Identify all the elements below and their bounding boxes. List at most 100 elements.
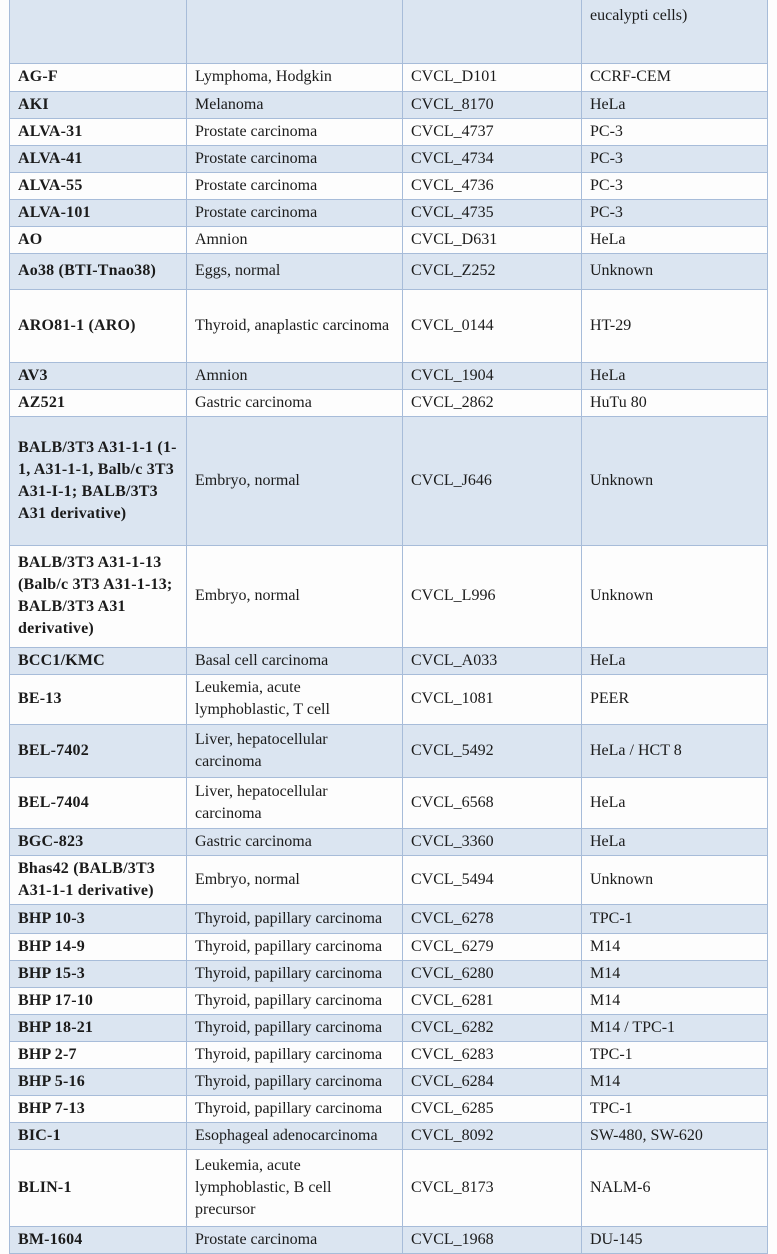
tissue-disease: Prostate carcinoma bbox=[186, 117, 403, 146]
tissue-disease: Thyroid, papillary carcinoma bbox=[186, 1094, 403, 1123]
table-row: BALB/3T3 A31-1-1 (1-1, A31-1-1, Balb/c 3… bbox=[9, 415, 768, 546]
table-row: BHP 17-10 Thyroid, papillary carcinoma C… bbox=[9, 986, 768, 1015]
cell-line-name: BM-1604 bbox=[9, 1225, 187, 1254]
cell-line-name: AKI bbox=[9, 90, 187, 119]
tissue-disease: Thyroid, papillary carcinoma bbox=[186, 932, 403, 961]
cell-line-name: BHP 10-3 bbox=[9, 903, 187, 934]
table-row: BLIN-1 Leukemia, acute lymphoblastic, B … bbox=[9, 1148, 768, 1227]
table-row: Bhas42 (BALB/3T3 A31-1-1 derivative) Emb… bbox=[9, 854, 768, 905]
accession-id: CVCL_6279 bbox=[402, 932, 582, 961]
accession-id: CVCL_L996 bbox=[402, 544, 582, 648]
cell-line-name: ARO81-1 (ARO) bbox=[9, 288, 187, 363]
table-row: ALVA-101 Prostate carcinoma CVCL_4735 PC… bbox=[9, 198, 768, 227]
table-row: ALVA-41 Prostate carcinoma CVCL_4734 PC-… bbox=[9, 144, 768, 173]
cell-line-name: BGC-823 bbox=[9, 827, 187, 856]
cell-line-name: BHP 15-3 bbox=[9, 959, 187, 988]
cell-line-name: AV3 bbox=[9, 361, 187, 390]
tissue-disease: Embryo, normal bbox=[186, 854, 403, 905]
cell-line-name: BIC-1 bbox=[9, 1121, 187, 1150]
cell-line-name: AO bbox=[9, 225, 187, 254]
accession-id: CVCL_4736 bbox=[402, 171, 582, 200]
tissue-disease: Gastric carcinoma bbox=[186, 827, 403, 856]
accession-id: CVCL_5494 bbox=[402, 854, 582, 905]
contaminant-cell-line: PC-3 bbox=[581, 198, 768, 227]
accession-id: CVCL_D101 bbox=[402, 62, 582, 92]
accession-id: CVCL_1968 bbox=[402, 1225, 582, 1254]
table-row: ALVA-31 Prostate carcinoma CVCL_4737 PC-… bbox=[9, 117, 768, 146]
accession-id: CVCL_2862 bbox=[402, 388, 582, 417]
tissue-disease: Prostate carcinoma bbox=[186, 198, 403, 227]
tissue-disease: Thyroid, papillary carcinoma bbox=[186, 959, 403, 988]
contaminant-cell-line: Unknown bbox=[581, 544, 768, 648]
table-row: BIC-1 Esophageal adenocarcinoma CVCL_809… bbox=[9, 1121, 768, 1150]
accession-id: CVCL_J646 bbox=[402, 415, 582, 546]
table-row: BHP 5-16 Thyroid, papillary carcinoma CV… bbox=[9, 1067, 768, 1096]
accession-id: CVCL_0144 bbox=[402, 288, 582, 363]
contaminant-cell-line: PC-3 bbox=[581, 117, 768, 146]
tissue-disease bbox=[186, 0, 403, 64]
table-row: BHP 2-7 Thyroid, papillary carcinoma CVC… bbox=[9, 1040, 768, 1069]
cell-line-name: AG-F bbox=[9, 62, 187, 92]
cell-line-name: ALVA-41 bbox=[9, 144, 187, 173]
contaminant-cell-line: M14 bbox=[581, 932, 768, 961]
table-row: ALVA-55 Prostate carcinoma CVCL_4736 PC-… bbox=[9, 171, 768, 200]
contaminant-cell-line: HeLa bbox=[581, 225, 768, 254]
accession-id: CVCL_6281 bbox=[402, 986, 582, 1015]
accession-id: CVCL_A033 bbox=[402, 646, 582, 675]
table-row: BEL-7402 Liver, hepatocellular carcinoma… bbox=[9, 723, 768, 778]
table-row: BM-1604 Prostate carcinoma CVCL_1968 DU-… bbox=[9, 1225, 768, 1254]
contaminant-cell-line: PEER bbox=[581, 673, 768, 725]
table-row: BALB/3T3 A31-1-13 (Balb/c 3T3 A31-1-13; … bbox=[9, 544, 768, 648]
table-row: AKI Melanoma CVCL_8170 HeLa bbox=[9, 90, 768, 119]
cell-line-name: ALVA-101 bbox=[9, 198, 187, 227]
accession-id: CVCL_6284 bbox=[402, 1067, 582, 1096]
contaminant-cell-line: PC-3 bbox=[581, 144, 768, 173]
table-row: AZ521 Gastric carcinoma CVCL_2862 HuTu 8… bbox=[9, 388, 768, 417]
table-row: Ao38 (BTI-Tnao38) Eggs, normal CVCL_Z252… bbox=[9, 252, 768, 290]
accession-id bbox=[402, 0, 582, 64]
accession-id: CVCL_6283 bbox=[402, 1040, 582, 1069]
tissue-disease: Eggs, normal bbox=[186, 252, 403, 290]
table-row: AV3 Amnion CVCL_1904 HeLa bbox=[9, 361, 768, 390]
contaminant-cell-line: SW-480, SW-620 bbox=[581, 1121, 768, 1150]
tissue-disease: Liver, hepatocellular carcinoma bbox=[186, 776, 403, 829]
cell-line-name: ALVA-55 bbox=[9, 171, 187, 200]
contaminant-cell-line: HeLa / HCT 8 bbox=[581, 723, 768, 778]
tissue-disease: Lymphoma, Hodgkin bbox=[186, 62, 403, 92]
accession-id: CVCL_6282 bbox=[402, 1013, 582, 1042]
accession-id: CVCL_1904 bbox=[402, 361, 582, 390]
table-row: AO Amnion CVCL_D631 HeLa bbox=[9, 225, 768, 254]
cell-line-name: ALVA-31 bbox=[9, 117, 187, 146]
contaminant-cell-line: HeLa bbox=[581, 646, 768, 675]
contaminant-cell-line: PC-3 bbox=[581, 171, 768, 200]
contaminant-cell-line: M14 / TPC-1 bbox=[581, 1013, 768, 1042]
contaminant-cell-line: Unknown bbox=[581, 252, 768, 290]
accession-id: CVCL_4737 bbox=[402, 117, 582, 146]
tissue-disease: Leukemia, acute lymphoblastic, B cell pr… bbox=[186, 1148, 403, 1227]
accession-id: CVCL_3360 bbox=[402, 827, 582, 856]
tissue-disease: Amnion bbox=[186, 225, 403, 254]
cell-line-name: BHP 2-7 bbox=[9, 1040, 187, 1069]
contaminant-cell-line: HeLa bbox=[581, 361, 768, 390]
contaminant-cell-line: TPC-1 bbox=[581, 1094, 768, 1123]
cell-line-name: BALB/3T3 A31-1-13 (Balb/c 3T3 A31-1-13; … bbox=[9, 544, 187, 648]
table-row: BE-13 Leukemia, acute lymphoblastic, T c… bbox=[9, 673, 768, 725]
contaminant-cell-line: TPC-1 bbox=[581, 1040, 768, 1069]
tissue-disease: Thyroid, papillary carcinoma bbox=[186, 1040, 403, 1069]
table-row: BEL-7404 Liver, hepatocellular carcinoma… bbox=[9, 776, 768, 829]
contaminant-cell-line: eucalypti cells) bbox=[581, 0, 768, 64]
cell-line-name: BALB/3T3 A31-1-1 (1-1, A31-1-1, Balb/c 3… bbox=[9, 415, 187, 546]
cell-line-name: BLIN-1 bbox=[9, 1148, 187, 1227]
accession-id: CVCL_4735 bbox=[402, 198, 582, 227]
tissue-disease: Gastric carcinoma bbox=[186, 388, 403, 417]
tissue-disease: Amnion bbox=[186, 361, 403, 390]
tissue-disease: Esophageal adenocarcinoma bbox=[186, 1121, 403, 1150]
contaminant-cell-line: Unknown bbox=[581, 415, 768, 546]
contaminant-cell-line: CCRF-CEM bbox=[581, 62, 768, 92]
tissue-disease: Prostate carcinoma bbox=[186, 1225, 403, 1254]
table-row: BCC1/KMC Basal cell carcinoma CVCL_A033 … bbox=[9, 646, 768, 675]
cell-line-name: BEL-7402 bbox=[9, 723, 187, 778]
table-row: ARO81-1 (ARO) Thyroid, anaplastic carcin… bbox=[9, 288, 768, 363]
table-row: BHP 15-3 Thyroid, papillary carcinoma CV… bbox=[9, 959, 768, 988]
